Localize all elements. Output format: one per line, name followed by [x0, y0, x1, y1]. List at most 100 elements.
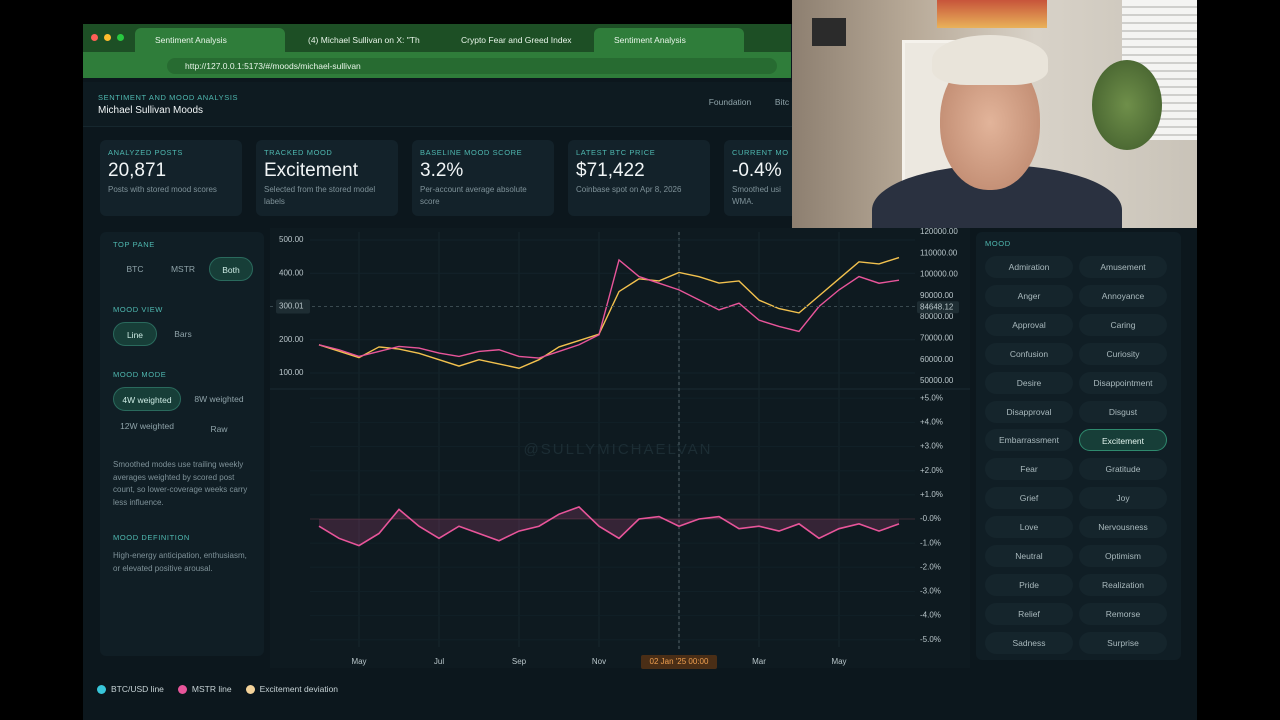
option-button[interactable]: BTC: [126, 264, 144, 274]
y2-tick-label: 50000.00: [920, 376, 954, 385]
mood-button[interactable]: Surprise: [1079, 631, 1167, 654]
crosshair-y-label: 300.01: [279, 302, 304, 311]
note-line: Smoothed usi: [732, 185, 781, 194]
section-title: TOP PANE: [113, 240, 155, 249]
mood-button[interactable]: Neutral: [985, 545, 1073, 567]
close-dot[interactable]: [91, 34, 98, 41]
max-dot[interactable]: [117, 34, 124, 41]
watermark: @SULLYMICHAELVAN: [524, 441, 713, 458]
mood-button[interactable]: Caring: [1079, 313, 1167, 336]
legend-item: BTC/USD line: [97, 684, 164, 694]
mood-panel: MOOD Admiration Amusement Anger Annoyance Ap…: [976, 232, 1181, 660]
x-tick-label: Mar: [752, 657, 766, 666]
mood-button[interactable]: Disappointment: [1079, 371, 1167, 394]
y2-tick-label: 100000.00: [920, 270, 958, 279]
mood-button[interactable]: Anger: [985, 284, 1073, 307]
stat-card: BASELINE MOOD SCORE 3.2% Per-account avera…: [412, 140, 554, 216]
x-tick-label: May: [831, 657, 846, 666]
min-dot[interactable]: [104, 34, 111, 41]
stat-value: $71,422: [576, 160, 645, 181]
legend-swatch: [245, 684, 255, 694]
price-line: [318, 256, 900, 369]
mood-button[interactable]: Sadness: [985, 631, 1073, 654]
x-tick-label: 02 Jan '25 00:00: [650, 657, 709, 666]
mood-button[interactable]: Curiosity: [1079, 342, 1167, 365]
stat-note: Smoothed usi WMA.: [732, 184, 858, 208]
mood-button[interactable]: Grief: [985, 487, 1073, 510]
option-button[interactable]: 4W weighted: [113, 387, 181, 411]
dev-tick-label: +5.0%: [920, 393, 943, 402]
mood-button[interactable]: Confusion: [985, 342, 1073, 365]
mood-button[interactable]: Admiration: [985, 256, 1073, 278]
nav-link[interactable]: Foundation: [708, 97, 752, 107]
mood-button[interactable]: Realization: [1079, 573, 1167, 596]
mood-button[interactable]: Excitement: [1079, 429, 1167, 452]
tab[interactable]: (4) Michael Sullivan on X: "Th: [308, 35, 420, 45]
mood-button[interactable]: Relief: [985, 602, 1073, 625]
mood-button[interactable]: Disapproval: [985, 400, 1073, 423]
mood-button[interactable]: Fear: [985, 458, 1073, 481]
y-tick-label: 500.00: [279, 235, 304, 244]
mood-button[interactable]: Desire: [985, 371, 1073, 394]
option-button[interactable]: Bars: [174, 329, 192, 339]
mood-button[interactable]: Pride: [985, 573, 1073, 596]
y2-tick-label: 80000.00: [920, 312, 954, 321]
stat-value: -0.4%: [732, 160, 782, 181]
x-tick-label: Jul: [434, 657, 444, 666]
mood-button[interactable]: Approval: [985, 313, 1073, 336]
mood-button[interactable]: Embarrassment: [985, 429, 1073, 452]
mood-button[interactable]: Joy: [1079, 487, 1167, 510]
legend: BTC/USD line MSTR line Excitement deviatio…: [97, 684, 338, 694]
mood-button[interactable]: Disgust: [1079, 400, 1167, 423]
definition: High-energy anticipation, enthusiasm, or…: [113, 551, 247, 573]
y-tick-label: 400.00: [279, 268, 304, 277]
sidebar: TOP PANE BTC MSTR Both MOOD VIEW Line Bars MOOD…: [100, 232, 264, 656]
y2-tick-label: 70000.00: [920, 334, 954, 343]
stat-value: 3.2%: [420, 160, 464, 181]
y-tick-label: 200.00: [279, 335, 304, 344]
dev-tick-label: -3.0%: [920, 587, 941, 596]
option-button[interactable]: Raw: [210, 424, 228, 434]
tab[interactable]: Sentiment Analysis: [135, 28, 285, 52]
dev-tick-label: -5.0%: [920, 635, 941, 644]
option-button[interactable]: Line: [113, 322, 157, 346]
nav-link[interactable]: Bitc: [774, 97, 790, 107]
mood-button[interactable]: Love: [985, 516, 1073, 539]
note-line: score: [420, 197, 440, 206]
stat-value: Excitement: [264, 160, 358, 181]
mood-button[interactable]: Remorse: [1079, 602, 1167, 625]
section-title: MOOD DEFINITION: [113, 533, 190, 542]
tab[interactable]: Sentiment Analysis: [594, 28, 744, 52]
tab[interactable]: Crypto Fear and Greed Index: [461, 35, 572, 45]
mood-button[interactable]: Optimism: [1079, 545, 1167, 567]
stat-note: Coinbase spot on Apr 8, 2026: [576, 184, 702, 196]
mood-button[interactable]: Annoyance: [1079, 284, 1167, 307]
legend-swatch: [97, 684, 106, 694]
dev-tick-label: +4.0%: [920, 418, 943, 427]
stat-label: TRACKED MOOD: [264, 148, 333, 157]
option-button[interactable]: 8W weighted: [194, 394, 244, 404]
mood-button[interactable]: Gratitude: [1079, 458, 1167, 481]
options: BTC MSTR Both: [113, 257, 263, 281]
option-button[interactable]: 12W weighted: [120, 421, 174, 431]
legend-label: MSTR line: [191, 684, 232, 694]
note-line: Selected from the stored model: [264, 185, 376, 194]
note-line: WMA.: [732, 197, 754, 206]
mood-button[interactable]: Amusement: [1079, 256, 1167, 278]
crosshair-y2-label: 84648.12: [920, 302, 954, 311]
stat-value: 20,871: [108, 160, 167, 181]
address[interactable]: http://127.0.0.1:5173/#/moods/michael-su…: [167, 58, 777, 74]
stat-label: CURRENT MO: [732, 148, 789, 157]
plot-bg: [270, 228, 970, 668]
mood-button[interactable]: Nervousness: [1079, 516, 1167, 539]
stat-label: LATEST BTC PRICE: [576, 148, 656, 157]
y2-tick-label: 110000.00: [920, 248, 958, 257]
painting: [937, 0, 1047, 28]
option-button[interactable]: Both: [209, 257, 253, 281]
stat-note: Selected from the stored model labels: [264, 184, 390, 208]
tab-bar: Sentiment Analysis (4) Michael Sullivan o…: [83, 24, 791, 52]
x-tick-label: May: [351, 657, 366, 666]
option-button[interactable]: MSTR: [170, 264, 196, 274]
legend-swatch: [177, 684, 187, 694]
